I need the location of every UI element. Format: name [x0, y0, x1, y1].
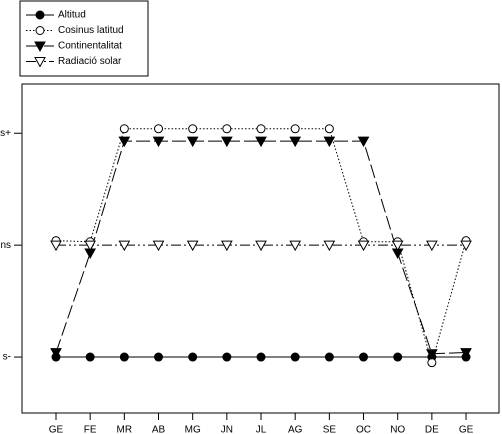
- y-tick-label: ns: [0, 240, 11, 251]
- data-point: [119, 124, 129, 134]
- y-tick-label: s-: [3, 352, 11, 363]
- data-point: [222, 352, 232, 362]
- data-point: [391, 240, 404, 252]
- data-point: [85, 352, 95, 362]
- data-point: [154, 352, 164, 362]
- data-point: [256, 352, 266, 362]
- data-point: [186, 136, 199, 148]
- x-tick-label: OC: [356, 425, 371, 434]
- data-point: [393, 352, 403, 362]
- x-tick-label: FE: [84, 425, 97, 434]
- data-point: [255, 240, 267, 252]
- data-point: [222, 124, 232, 134]
- data-point: [323, 136, 336, 148]
- legend-label: Cosinus latitud: [58, 25, 124, 36]
- data-point: [290, 352, 300, 362]
- data-point: [255, 136, 267, 148]
- x-tick-label: NO: [390, 425, 405, 434]
- legend-marker: [34, 57, 46, 68]
- legend-marker: [35, 10, 45, 20]
- legend-marker: [34, 41, 46, 53]
- data-point: [426, 240, 438, 252]
- x-tick-label: JN: [221, 425, 233, 434]
- data-point: [460, 348, 472, 359]
- data-point: [152, 136, 165, 148]
- data-point: [460, 240, 472, 252]
- data-point: [256, 124, 266, 134]
- data-point: [118, 240, 131, 252]
- data-point: [188, 124, 198, 134]
- data-point: [188, 352, 198, 362]
- x-tick-label: GE: [459, 425, 474, 434]
- data-point: [152, 240, 165, 252]
- data-point: [323, 240, 336, 252]
- data-point: [154, 124, 164, 134]
- data-point: [357, 136, 370, 148]
- x-tick-label: JL: [256, 425, 267, 434]
- data-point: [289, 240, 302, 252]
- x-tick-label: AG: [288, 425, 303, 434]
- y-tick-label: s+: [0, 128, 11, 139]
- data-point: [324, 352, 334, 362]
- x-tick-label: DE: [425, 425, 439, 434]
- data-point: [324, 124, 334, 134]
- legend-label: Continentalitat: [58, 41, 122, 52]
- data-point: [290, 124, 300, 134]
- data-point: [221, 136, 233, 148]
- data-point: [359, 352, 369, 362]
- data-point: [50, 240, 62, 252]
- legend-label: Radiació solar: [58, 56, 122, 67]
- legend-label: Altitud: [58, 10, 86, 21]
- data-point: [289, 136, 302, 148]
- legend-marker: [35, 26, 45, 35]
- data-point: [84, 240, 97, 252]
- data-point: [118, 136, 131, 148]
- data-point: [119, 352, 129, 362]
- x-tick-label: GE: [49, 425, 64, 434]
- data-point: [50, 348, 62, 359]
- x-tick-label: MG: [185, 425, 201, 434]
- x-tick-label: AB: [152, 425, 166, 434]
- data-point: [186, 240, 199, 252]
- data-point: [427, 358, 437, 368]
- data-point: [357, 240, 370, 252]
- plot-frame: [21, 83, 500, 414]
- data-point: [221, 240, 233, 252]
- x-tick-label: SE: [323, 425, 337, 434]
- x-tick-label: MR: [117, 425, 133, 434]
- data-point: [426, 349, 438, 360]
